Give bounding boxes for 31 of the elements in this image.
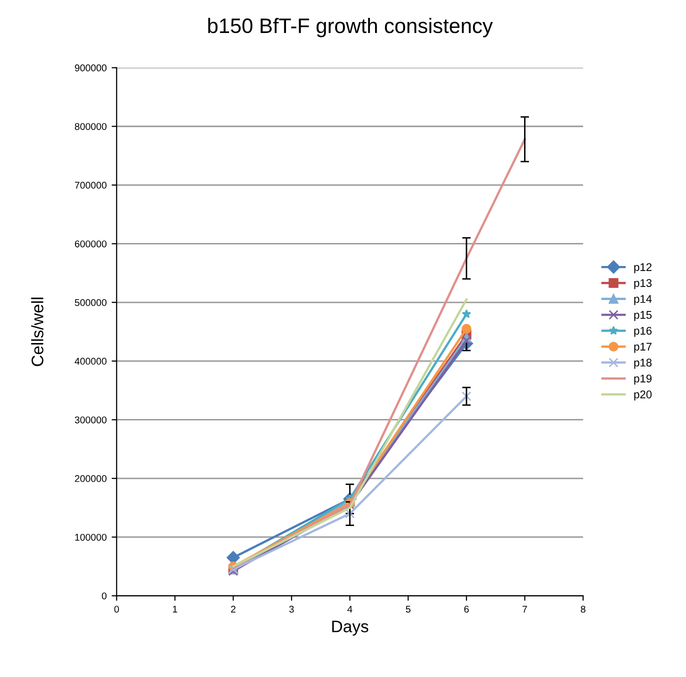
y-tick-label: 200000 [74,475,107,482]
legend-label: p14 [634,295,652,306]
x-tick-label: 7 [522,606,528,613]
x-tick-label: 3 [289,606,294,613]
y-tick-label: 100000 [75,534,107,541]
legend-label: p16 [634,326,652,337]
x-tick-label: 0 [114,606,119,613]
legend-label: p15 [634,311,652,321]
legend-label: p12 [634,263,652,274]
x-tick-label: 2 [231,606,236,613]
x-tick-label: 6 [464,606,469,613]
legend-label: p20 [634,390,652,401]
x-tick-label: 1 [172,606,178,613]
legend-label: p17 [634,342,652,353]
chart-title: b150 BfT-F growth consistency [208,18,493,38]
x-tick-label: 4 [347,606,352,613]
x-tick-label: 8 [580,606,586,613]
y-tick-label: 700000 [74,182,107,189]
y-tick-label: 500000 [74,299,107,306]
x-axis-title: Days [332,620,368,636]
legend-label: p19 [634,374,652,385]
y-tick-label: 300000 [74,416,107,424]
y-tick-label: 800000 [74,123,107,130]
y-tick-label: 900000 [74,64,107,72]
x-tick-label: 5 [406,606,410,613]
y-tick-label: 0 [102,592,107,600]
y-tick-label: 400000 [74,358,107,365]
legend-label: p18 [634,358,652,369]
y-tick-label: 600000 [74,240,107,248]
y-axis-title: Cells/well [31,298,44,366]
legend-label: p13 [634,279,652,290]
